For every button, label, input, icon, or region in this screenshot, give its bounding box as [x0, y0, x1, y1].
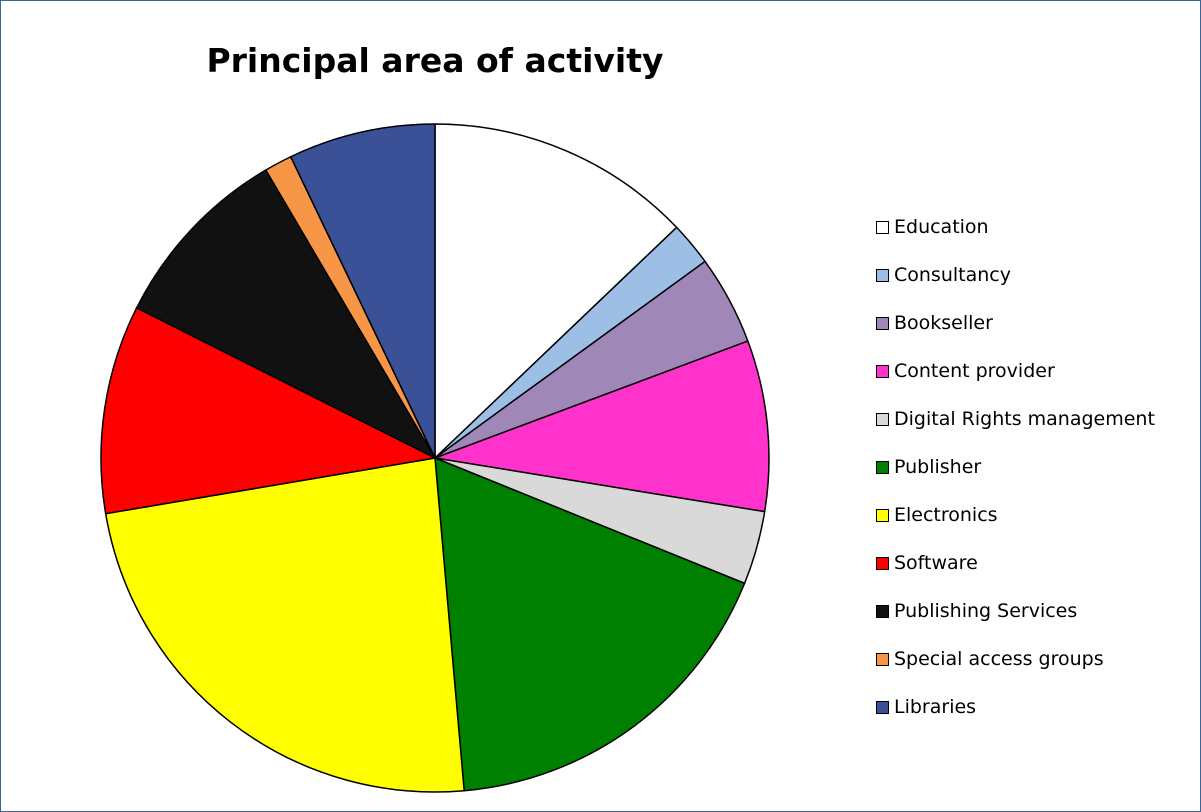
- legend-item-bookseller: Bookseller: [876, 299, 1155, 347]
- pie-slice-software: [100, 307, 436, 515]
- legend-label: Software: [894, 552, 978, 574]
- legend-label: Electronics: [894, 504, 998, 526]
- pie-slice-content-provider: [434, 340, 770, 513]
- legend-item-libraries: Libraries: [876, 683, 1155, 731]
- legend-label: Bookseller: [894, 312, 993, 334]
- legend-item-digital-rights-management: Digital Rights management: [876, 395, 1155, 443]
- pie-slice-electronics: [104, 457, 465, 793]
- legend-label: Publishing Services: [894, 600, 1078, 622]
- legend-swatch: [876, 460, 889, 474]
- pie-chart: [100, 123, 770, 793]
- legend-label: Digital Rights management: [894, 408, 1155, 430]
- legend-label: Content provider: [894, 360, 1055, 382]
- legend-label: Consultancy: [894, 264, 1011, 286]
- legend-item-content-provider: Content provider: [876, 347, 1155, 395]
- legend-label: Special access groups: [894, 648, 1104, 670]
- legend-item-software: Software: [876, 539, 1155, 587]
- pie-slice-libraries: [289, 123, 436, 459]
- legend-swatch: [876, 316, 889, 330]
- legend-swatch: [876, 412, 889, 426]
- chart-title: Principal area of activity: [206, 41, 664, 80]
- legend-swatch: [876, 556, 889, 570]
- legend-swatch: [876, 604, 889, 618]
- legend-swatch: [876, 268, 889, 282]
- legend-item-publisher: Publisher: [876, 443, 1155, 491]
- legend-item-publishing-services: Publishing Services: [876, 587, 1155, 635]
- legend-item-consultancy: Consultancy: [876, 251, 1155, 299]
- pie-slice-publishing-services: [135, 169, 436, 459]
- legend-swatch: [876, 652, 889, 666]
- legend-item-electronics: Electronics: [876, 491, 1155, 539]
- legend-swatch: [876, 508, 889, 522]
- legend-swatch: [876, 220, 889, 234]
- legend-label: Education: [894, 216, 989, 238]
- legend-item-education: Education: [876, 203, 1155, 251]
- legend-swatch: [876, 364, 889, 378]
- legend: Education Consultancy Bookseller Content pr…: [876, 203, 1155, 731]
- pie-slice-publisher: [434, 457, 746, 792]
- legend-item-special-access-groups: Special access groups: [876, 635, 1155, 683]
- pie-slice-education: [434, 123, 678, 459]
- legend-label: Libraries: [894, 696, 977, 718]
- legend-swatch: [876, 700, 889, 714]
- legend-label: Publisher: [894, 456, 982, 478]
